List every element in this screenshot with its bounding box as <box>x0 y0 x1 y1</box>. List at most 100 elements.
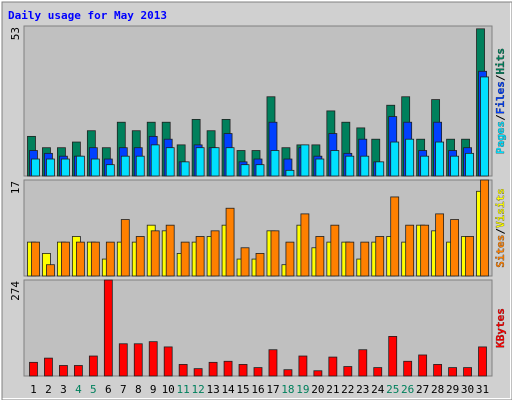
legend-entry: Visits <box>494 188 507 228</box>
bar <box>345 241 355 277</box>
legend-entry: Hits <box>494 48 507 75</box>
x-tick-label: 11 <box>177 383 190 396</box>
bar <box>180 161 190 177</box>
bar <box>433 364 443 377</box>
x-tick-label: 19 <box>296 383 309 396</box>
bar <box>31 241 40 277</box>
bar <box>463 367 472 377</box>
x-tick-label: 2 <box>45 383 52 396</box>
bar <box>178 364 188 377</box>
bar <box>73 365 83 377</box>
bar <box>255 253 265 277</box>
legend-entry: Pages <box>494 121 507 154</box>
x-tick-label: 26 <box>401 383 414 396</box>
x-tick-label: 13 <box>206 383 219 396</box>
bar <box>150 230 160 277</box>
bar <box>61 158 70 177</box>
x-tick-label: 16 <box>251 383 264 396</box>
legend-entry: Files <box>494 81 507 114</box>
x-tick-label: 18 <box>281 383 294 396</box>
legend-separator: / <box>494 228 507 235</box>
x-tick-label: 4 <box>75 383 82 396</box>
bar <box>44 357 53 377</box>
x-tick-label: 21 <box>326 383 339 396</box>
bar <box>210 147 220 177</box>
bar <box>450 219 459 277</box>
bar <box>403 360 413 377</box>
bar <box>300 144 310 177</box>
bar <box>193 368 203 377</box>
chart-title: Daily usage for May 2013 <box>8 9 167 22</box>
legend: Sites/Visits <box>494 188 507 268</box>
x-tick-label: 29 <box>446 383 459 396</box>
x-tick-label: 7 <box>120 383 127 396</box>
legend-entry: Sites <box>494 235 507 268</box>
bar <box>46 158 55 177</box>
bar <box>283 369 293 377</box>
bar <box>90 241 100 277</box>
y-tick-label: 53 <box>9 27 22 40</box>
bar <box>133 343 143 377</box>
bar <box>360 241 370 277</box>
bar <box>208 361 218 377</box>
bar <box>373 367 383 377</box>
bar <box>420 155 430 177</box>
bar <box>330 224 340 277</box>
bar <box>255 164 265 177</box>
legend-entry: KBytes <box>494 308 507 348</box>
legend-separator: / <box>494 74 507 81</box>
bar <box>210 230 220 277</box>
bar <box>328 356 338 377</box>
x-tick-label: 27 <box>416 383 429 396</box>
x-tick-label: 9 <box>150 383 157 396</box>
x-tick-label: 14 <box>221 383 235 396</box>
x-tick-label: 25 <box>386 383 399 396</box>
bar <box>253 367 263 377</box>
bar <box>150 144 160 177</box>
bar <box>270 230 280 277</box>
bar <box>46 264 55 277</box>
bar <box>61 241 70 277</box>
bar <box>238 364 248 377</box>
bar <box>315 236 325 277</box>
x-tick-label: 17 <box>266 383 279 396</box>
bar <box>120 155 130 177</box>
bar <box>105 164 115 177</box>
bar <box>418 354 428 377</box>
bar <box>31 158 40 177</box>
bar <box>225 147 235 177</box>
bar <box>88 355 98 377</box>
bar <box>298 355 308 377</box>
y-tick-label: 17 <box>9 181 22 194</box>
bar <box>270 150 280 177</box>
bar <box>75 155 85 177</box>
bar <box>420 224 430 277</box>
panel <box>23 279 493 377</box>
bar <box>300 213 310 277</box>
bar <box>345 155 355 177</box>
legend: KBytes <box>494 308 507 348</box>
x-tick-label: 1 <box>30 383 37 396</box>
bar <box>103 279 113 377</box>
bar <box>480 76 489 177</box>
x-tick-label: 6 <box>105 383 112 396</box>
bar <box>135 155 145 177</box>
bar <box>240 247 250 277</box>
bar <box>195 236 205 277</box>
x-tick-label: 23 <box>356 383 369 396</box>
x-tick-label: 8 <box>135 383 142 396</box>
bar <box>118 343 128 377</box>
bar <box>180 241 190 277</box>
x-tick-label: 5 <box>90 383 97 396</box>
bar <box>435 141 445 177</box>
bar <box>343 366 353 377</box>
bar <box>360 155 370 177</box>
bar <box>268 349 278 377</box>
x-tick-label: 30 <box>461 383 474 396</box>
bar <box>480 179 489 277</box>
x-tick-label: 3 <box>60 383 67 396</box>
bar <box>358 349 368 377</box>
x-tick-label: 20 <box>311 383 324 396</box>
bar <box>195 147 205 177</box>
